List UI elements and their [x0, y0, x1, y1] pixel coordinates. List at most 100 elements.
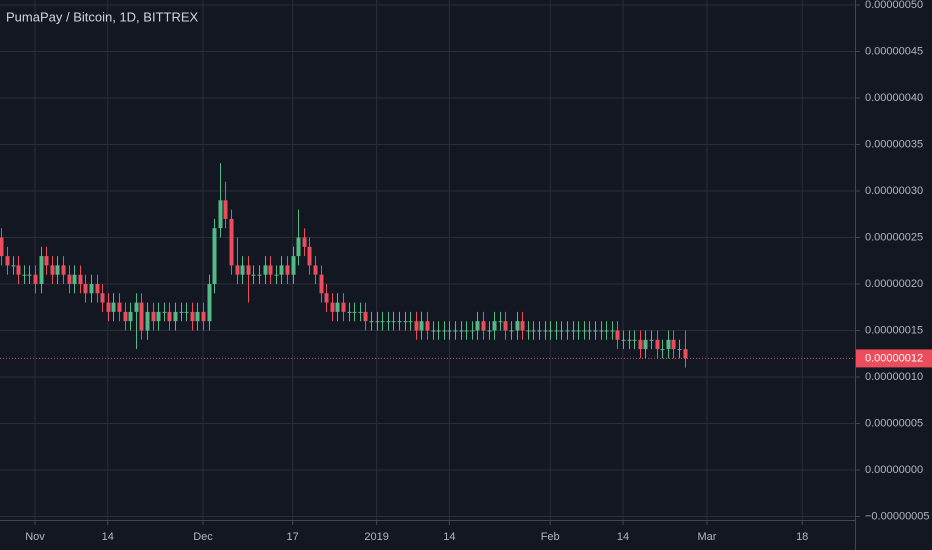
candle-body — [386, 321, 391, 323]
x-tick-label: 14 — [443, 531, 455, 543]
candle-body — [67, 274, 72, 284]
candle-body — [515, 321, 520, 331]
y-tick-label: 0.00000045 — [865, 45, 923, 57]
candle-body — [78, 274, 83, 284]
candle-body — [503, 321, 508, 331]
candle-body — [302, 237, 307, 247]
candle-body — [481, 321, 486, 331]
candle-body — [285, 265, 290, 275]
x-tick-label: Mar — [698, 531, 717, 543]
candle-body — [487, 330, 492, 332]
candle-body — [95, 284, 100, 294]
candle-body — [156, 311, 161, 322]
x-tick-label: Dec — [193, 531, 213, 543]
grid — [0, 0, 855, 520]
candle-body — [683, 349, 688, 359]
y-tick-label: 0.00000030 — [865, 185, 923, 197]
last-price-box — [856, 349, 932, 368]
candle-body — [554, 330, 559, 332]
candle-body — [593, 330, 598, 332]
candle-body — [257, 274, 262, 276]
candle-body — [201, 311, 206, 322]
candle-body — [475, 321, 480, 331]
candle-body — [72, 274, 77, 284]
candle-body — [543, 330, 548, 332]
candle-body — [375, 321, 380, 323]
candle-body — [671, 339, 676, 350]
candle-body — [464, 330, 469, 332]
candle-body — [268, 265, 273, 275]
candle-body — [363, 311, 368, 322]
x-tick-label: 17 — [286, 531, 298, 543]
candle-body — [190, 311, 195, 322]
y-tick-label: 0.00000010 — [865, 371, 923, 383]
candle-body — [582, 330, 587, 332]
candle-body — [643, 339, 648, 350]
candle-body — [89, 284, 94, 294]
candle-body — [565, 330, 570, 332]
candle-body — [55, 265, 60, 275]
candle-body — [599, 330, 604, 332]
candle-body — [655, 339, 660, 350]
candle-body — [235, 265, 240, 275]
candle-body — [291, 256, 296, 275]
candle-body — [414, 321, 419, 331]
candle-body — [173, 311, 178, 322]
candle-body — [610, 330, 615, 332]
candle-body — [223, 200, 228, 219]
x-tick-label: Feb — [541, 531, 560, 543]
candle-body — [212, 228, 217, 284]
chart-title: PumaPay / Bitcoin, 1D, BITTREX — [6, 9, 199, 24]
y-tick-label: 0.00000035 — [865, 138, 923, 150]
candle-body — [5, 256, 10, 266]
candle-body — [139, 302, 144, 331]
x-tick-label: 14 — [617, 531, 629, 543]
candle-body — [369, 321, 374, 323]
candle-body — [666, 339, 671, 350]
candle-body — [313, 265, 318, 275]
candle-body — [587, 330, 592, 332]
candle-body — [621, 339, 626, 341]
candle-body — [380, 321, 385, 323]
candle-body — [604, 330, 609, 332]
candle-body — [307, 246, 312, 266]
candle-body — [397, 321, 402, 323]
candle-body — [352, 311, 357, 313]
candle-body — [246, 265, 251, 275]
candle-body — [61, 265, 66, 275]
y-tick-label: 0.00000050 — [865, 0, 923, 11]
candle-body — [531, 330, 536, 332]
candle-body — [632, 339, 637, 341]
candle-body — [408, 321, 413, 323]
candle-body — [179, 311, 184, 313]
candle-body — [184, 311, 189, 313]
candle-body — [16, 265, 21, 275]
candle-body — [279, 265, 284, 275]
candle-body — [251, 274, 256, 276]
candle-body — [296, 237, 301, 257]
candle-body — [660, 349, 665, 351]
candle-body — [162, 311, 167, 313]
candle-body — [0, 237, 4, 257]
y-tick-label: 0.00000015 — [865, 324, 923, 336]
candle-body — [218, 200, 223, 229]
candle-body — [195, 311, 200, 322]
x-tick-label: Nov — [25, 531, 45, 543]
candle-body — [274, 274, 279, 276]
candle-body — [498, 321, 503, 323]
candle-body — [83, 284, 88, 294]
candle-body — [627, 339, 632, 341]
candle-body — [319, 274, 324, 294]
candle-body — [419, 321, 424, 331]
y-tick-label: 0.00000025 — [865, 231, 923, 243]
candle-body — [151, 311, 156, 322]
y-tick-label: −0.00000005 — [865, 510, 930, 522]
candle-body — [537, 330, 542, 332]
candle-body — [442, 330, 447, 332]
candle-body — [638, 339, 643, 350]
candle-body — [347, 311, 352, 313]
candle-body — [50, 265, 55, 275]
candle-body — [100, 293, 105, 303]
